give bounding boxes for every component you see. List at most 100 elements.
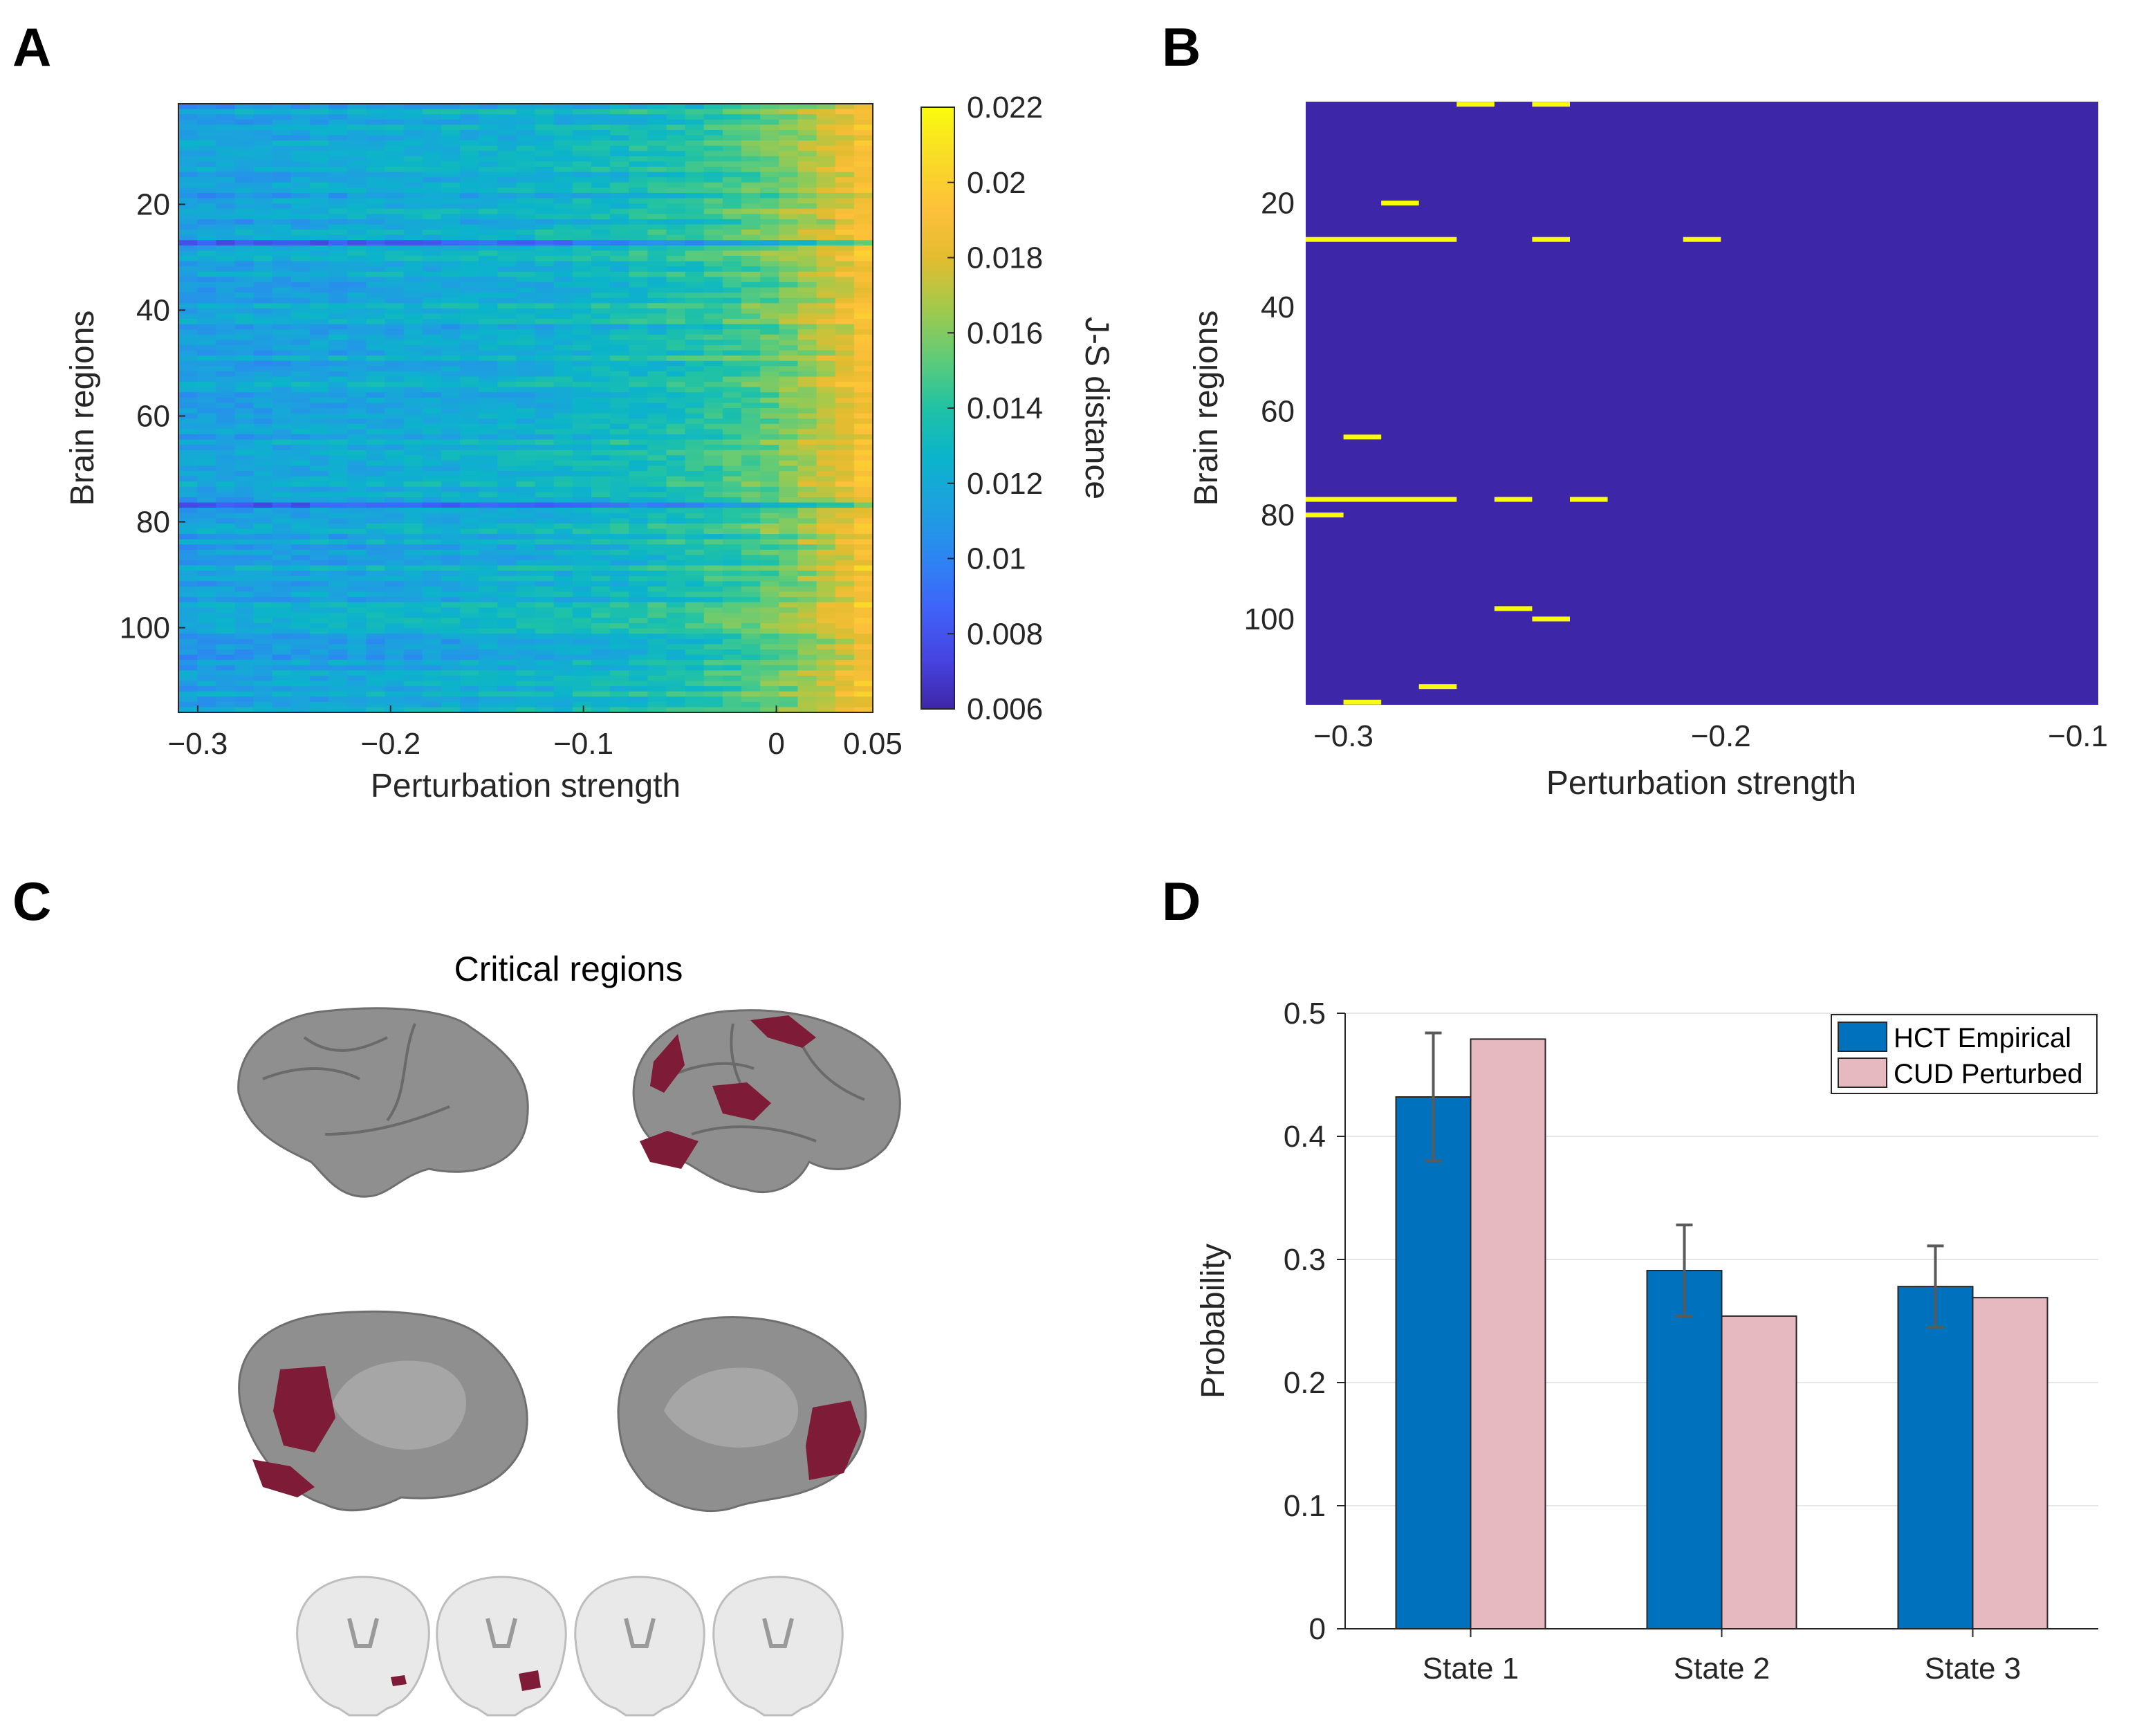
heatmap-cell xyxy=(516,434,536,441)
heatmap-cell xyxy=(366,429,386,435)
heatmap-cell xyxy=(741,681,761,687)
heatmap-cell xyxy=(290,681,311,687)
heatmap-cell xyxy=(816,445,836,451)
heatmap-cell xyxy=(290,208,311,214)
heatmap-cell xyxy=(610,281,629,288)
heatmap-cell xyxy=(647,602,667,608)
heatmap-cell xyxy=(535,135,555,141)
heatmap-cell xyxy=(722,219,742,225)
heatmap-cell xyxy=(197,581,216,587)
heatmap-cell xyxy=(290,476,311,482)
heatmap-cell xyxy=(479,486,498,492)
heatmap-cell xyxy=(234,387,255,393)
coronal-slice-1 xyxy=(296,1576,430,1717)
heatmap-cell xyxy=(853,528,873,535)
heatmap-cell xyxy=(178,256,198,262)
heatmap-cell xyxy=(253,245,273,252)
heatmap-cell xyxy=(647,691,667,697)
heatmap-cell xyxy=(479,696,498,703)
heatmap-cell xyxy=(403,277,423,283)
heatmap-cell xyxy=(816,234,836,241)
heatmap-cell xyxy=(329,486,348,492)
panel-d-ylabel: Probability xyxy=(1195,1244,1232,1398)
heatmap-cell xyxy=(591,192,611,199)
heatmap-cell xyxy=(835,214,855,220)
heatmap-cell xyxy=(553,281,573,288)
heatmap-cell xyxy=(385,649,405,656)
heatmap-cell xyxy=(516,701,536,708)
heatmap-cell xyxy=(835,607,855,613)
heatmap-cell xyxy=(403,586,423,593)
heatmap-cell xyxy=(253,523,273,530)
heatmap-cell xyxy=(741,250,761,257)
heatmap-cell xyxy=(234,104,255,110)
heatmap-cell xyxy=(647,403,667,409)
heatmap-cell xyxy=(309,397,329,404)
heatmap-cell xyxy=(591,156,611,163)
heatmap-cell xyxy=(816,182,836,188)
heatmap-cell xyxy=(309,287,329,293)
heatmap-cell xyxy=(385,429,405,435)
heatmap-cell xyxy=(422,329,442,335)
heatmap-cell xyxy=(703,281,723,288)
heatmap-cell xyxy=(479,376,498,382)
heatmap-cell xyxy=(516,287,536,293)
heatmap-cell xyxy=(197,329,216,335)
heatmap-cell xyxy=(572,408,592,414)
heatmap-cell xyxy=(572,418,592,425)
heatmap-cell xyxy=(629,654,648,661)
heatmap-cell xyxy=(441,492,461,498)
heatmap-cell xyxy=(460,555,479,561)
heatmap-cell xyxy=(685,686,705,692)
heatmap-cell xyxy=(234,597,255,603)
heatmap-cell xyxy=(347,675,367,682)
heatmap-cell xyxy=(441,161,461,167)
heatmap-cell xyxy=(441,230,461,236)
heatmap-cell xyxy=(666,119,686,125)
heatmap-cell xyxy=(591,571,611,577)
heatmap-cell xyxy=(329,281,348,288)
heatmap-cell xyxy=(253,382,273,388)
heatmap-cell xyxy=(347,129,367,136)
heatmap-cell xyxy=(197,355,216,362)
heatmap-cell xyxy=(479,628,498,634)
heatmap-cell xyxy=(441,340,461,346)
heatmap-cell xyxy=(647,230,667,236)
heatmap-cell xyxy=(797,319,817,325)
heatmap-cell xyxy=(666,371,686,378)
heatmap-cell xyxy=(760,623,779,629)
heatmap-cell xyxy=(629,245,648,252)
heatmap-cell xyxy=(535,104,555,110)
heatmap-cell xyxy=(309,618,329,624)
heatmap-cell xyxy=(178,628,198,634)
heatmap-cell xyxy=(591,344,611,351)
heatmap-cell xyxy=(197,518,216,524)
heatmap-cell xyxy=(366,492,386,498)
heatmap-cell xyxy=(647,366,667,372)
heatmap-cell xyxy=(666,497,686,504)
heatmap-cell xyxy=(441,192,461,199)
heatmap-cell xyxy=(853,313,873,320)
heatmap-cell xyxy=(685,670,705,676)
heatmap-cell xyxy=(422,208,442,214)
heatmap-cell xyxy=(629,628,648,634)
heatmap-cell xyxy=(290,423,311,430)
heatmap-cell xyxy=(760,560,779,566)
heatmap-cell xyxy=(535,350,555,356)
heatmap-cell xyxy=(197,192,216,199)
heatmap-cell xyxy=(385,696,405,703)
heatmap-cell xyxy=(535,597,555,603)
heatmap-cell xyxy=(797,187,817,194)
heatmap-cell xyxy=(610,612,629,619)
heatmap-cell xyxy=(535,319,555,325)
heatmap-cell xyxy=(797,392,817,398)
heatmap-cell xyxy=(797,366,817,372)
heatmap-cell xyxy=(666,104,686,110)
heatmap-cell xyxy=(591,360,611,367)
heatmap-cell xyxy=(234,418,255,425)
heatmap-cell xyxy=(422,623,442,629)
heatmap-cell xyxy=(234,350,255,356)
heatmap-cell xyxy=(329,471,348,477)
